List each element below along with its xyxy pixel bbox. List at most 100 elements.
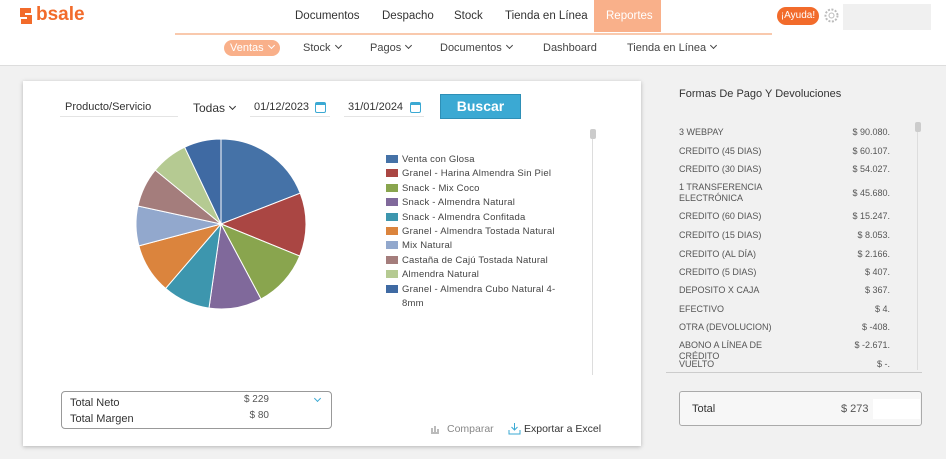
legend-label[interactable]: Granel - Almendra Tostada Natural bbox=[402, 226, 555, 237]
nav-item[interactable]: Documentos bbox=[295, 10, 360, 22]
calendar-icon[interactable] bbox=[315, 102, 326, 113]
payment-label: CREDITO (30 DIAS) bbox=[679, 164, 762, 174]
legend-label[interactable]: Granel - Harina Almendra Sin Piel bbox=[402, 168, 552, 180]
sub-nav-line bbox=[175, 33, 772, 35]
scroll-thumb[interactable] bbox=[915, 122, 921, 132]
sub-nav-item[interactable]: Pagos bbox=[370, 42, 411, 54]
legend-swatch[interactable] bbox=[386, 212, 398, 221]
payment-amount: $ 45.680. bbox=[852, 188, 890, 198]
total-label: Total Neto bbox=[70, 397, 120, 409]
legend-label[interactable]: Castaña de Cajú Tostada Natural bbox=[402, 254, 548, 266]
nav-item[interactable]: Reportes bbox=[606, 10, 653, 22]
help-button[interactable]: ¡Ayuda! bbox=[777, 7, 819, 25]
payment-label: CREDITO (15 DIAS) bbox=[679, 230, 762, 240]
legend-swatch[interactable] bbox=[386, 270, 398, 279]
total-value: $ 80 bbox=[249, 410, 269, 421]
payment-label: VUELTO bbox=[679, 359, 715, 369]
total-label: Total Margen bbox=[70, 413, 134, 425]
payment-label: CREDITO (5 DIAS) bbox=[679, 267, 757, 277]
legend-swatch[interactable] bbox=[386, 169, 398, 178]
total-label: Total bbox=[692, 403, 716, 415]
pie-slice[interactable] bbox=[220, 138, 301, 225]
legend-label[interactable]: Snack - Mix Coco bbox=[402, 182, 480, 194]
scroll-thumb[interactable] bbox=[590, 129, 596, 139]
legend-label[interactable]: Snack - Almendra Confitada bbox=[402, 211, 526, 223]
logo[interactable]: bsale bbox=[36, 4, 85, 25]
payment-label: ABONO A LÍNEA DE CRÉDITO bbox=[679, 340, 763, 361]
settings-icon[interactable] bbox=[823, 7, 840, 24]
payment-label: 1 TRANSFERENCIA ELECTRÓNICA bbox=[679, 182, 762, 203]
legend-swatch[interactable] bbox=[386, 155, 398, 163]
total-value: $ 229 bbox=[243, 394, 269, 405]
sales-card: Producto/Servicio Todas 01/12/2023 31/01… bbox=[23, 81, 641, 446]
nav-item[interactable]: Stock bbox=[454, 10, 483, 22]
scroll-track bbox=[917, 132, 918, 370]
legend-swatch[interactable] bbox=[386, 227, 398, 235]
payment-amount: $ 8.053. bbox=[857, 230, 890, 240]
compare-button[interactable]: Comparar bbox=[447, 423, 494, 435]
payment-amount: $ -408. bbox=[861, 322, 890, 332]
nav-item[interactable]: Tienda en Línea bbox=[505, 10, 588, 22]
date-to[interactable]: 31/01/2024 bbox=[344, 99, 424, 117]
payment-amount: $ 367. bbox=[864, 285, 890, 295]
legend-label[interactable]: Almendra Natural bbox=[402, 269, 480, 281]
legend-label[interactable]: Granel - Almendra Cubo Natural 4-8mm bbox=[402, 283, 556, 309]
legend-swatch[interactable] bbox=[386, 284, 398, 293]
sub-nav-item[interactable]: Tienda en Línea bbox=[627, 42, 716, 54]
payment-label: 3 WEBPAY bbox=[679, 127, 724, 137]
payments-title: Formas De Pago Y Devoluciones bbox=[679, 88, 842, 100]
total-box: Total $ 273 bbox=[679, 391, 922, 426]
payment-amount: $ 60.107. bbox=[852, 146, 890, 156]
product-input[interactable]: Producto/Servicio bbox=[60, 99, 178, 117]
logo-icon bbox=[20, 8, 32, 24]
total-amount: $ 273 bbox=[841, 403, 869, 415]
payment-amount: $ -2.671. bbox=[854, 340, 890, 350]
legend-label[interactable]: Mix Natural bbox=[402, 240, 453, 252]
pie-slice[interactable] bbox=[219, 192, 307, 257]
pie-chart bbox=[135, 138, 307, 310]
payment-amount: $ 2.166. bbox=[857, 249, 890, 259]
active-tab-bg bbox=[594, 0, 661, 32]
calendar-icon[interactable] bbox=[410, 102, 421, 113]
nav-item[interactable]: Despacho bbox=[382, 10, 434, 22]
legend-swatch[interactable] bbox=[386, 198, 398, 207]
legend-label[interactable]: Venta con Glosa bbox=[402, 154, 475, 165]
payment-amount: $ -. bbox=[876, 359, 890, 369]
payment-label: EFECTIVO bbox=[679, 304, 725, 314]
divider bbox=[666, 372, 922, 373]
sub-nav-item[interactable]: Ventas bbox=[224, 40, 280, 56]
payment-amount: $ 54.027. bbox=[852, 164, 890, 174]
total-mask bbox=[873, 399, 920, 419]
payment-label: CREDITO (AL DÍA) bbox=[679, 249, 757, 259]
payment-amount: $ 407. bbox=[864, 267, 890, 277]
sub-nav-item[interactable]: Stock bbox=[303, 42, 341, 54]
user-box[interactable] bbox=[843, 4, 931, 30]
sub-nav: Ventas Stock Pagos Documentos Dashboard Tiend… bbox=[0, 32, 946, 66]
payment-amount: $ 4. bbox=[874, 304, 890, 314]
compare-icon bbox=[431, 426, 439, 434]
totals-toggle[interactable] bbox=[310, 396, 320, 407]
date-from[interactable]: 01/12/2023 bbox=[250, 99, 330, 117]
legend-swatch[interactable] bbox=[386, 241, 398, 250]
branch-select[interactable]: Todas bbox=[193, 101, 235, 115]
sub-nav-item[interactable]: Documentos bbox=[440, 42, 512, 54]
search-button[interactable]: Buscar bbox=[440, 94, 521, 119]
legend-swatch[interactable] bbox=[386, 183, 398, 192]
sub-nav-item[interactable]: Dashboard bbox=[543, 42, 597, 54]
payment-amount: $ 15.247. bbox=[852, 211, 890, 221]
legend-label[interactable]: Snack - Almendra Natural bbox=[402, 197, 516, 209]
branch-value: Todas bbox=[193, 101, 226, 115]
payment-label: DEPOSITO X CAJA bbox=[679, 285, 760, 295]
payment-label: CREDITO (60 DIAS) bbox=[679, 211, 762, 221]
payment-amount: $ 90.080. bbox=[852, 127, 890, 137]
payment-label: CREDITO (45 DIAS) bbox=[679, 146, 762, 156]
totals-box[interactable] bbox=[61, 391, 332, 429]
export-button[interactable]: Exportar a Excel bbox=[524, 423, 602, 435]
export-icon bbox=[508, 423, 521, 435]
payment-label: OTRA (DEVOLUCION) bbox=[679, 322, 772, 332]
legend-swatch[interactable] bbox=[386, 255, 398, 264]
top-nav: bsale ¡Ayuda! Documentos Despacho Stock Tie… bbox=[0, 0, 946, 32]
pie-slice[interactable] bbox=[183, 138, 222, 225]
scroll-track bbox=[592, 139, 593, 375]
